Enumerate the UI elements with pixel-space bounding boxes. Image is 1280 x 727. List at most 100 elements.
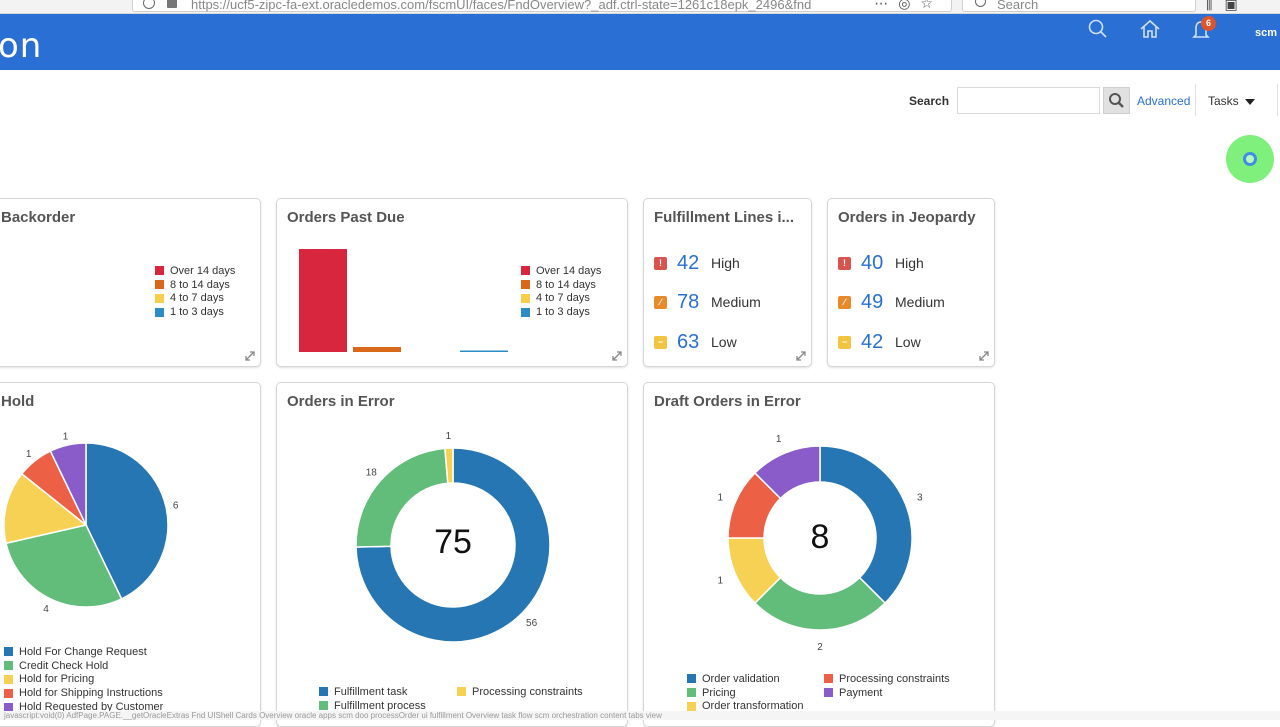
search-icon <box>975 0 986 7</box>
legend-label: Order transformation <box>702 700 804 713</box>
legend-swatch <box>521 266 530 276</box>
card-title: Fulfillment Lines i... <box>654 209 795 226</box>
pie-slice[interactable] <box>85 442 169 600</box>
notification-badge[interactable]: 6 <box>1201 16 1216 31</box>
pie-slice[interactable] <box>819 445 913 605</box>
card-title: Backorder <box>1 209 76 226</box>
legend-item: 8 to 14 days <box>521 278 601 292</box>
home-icon[interactable] <box>1139 18 1161 40</box>
card-title: Orders Past Due <box>287 209 405 226</box>
divider <box>1195 84 1196 116</box>
page-actions-icons[interactable]: ⋯◎☆ <box>874 0 943 11</box>
tracking-shield-icon[interactable] <box>143 0 155 9</box>
user-menu[interactable]: scm <box>1255 27 1278 39</box>
low-severity-icon: − <box>654 335 667 349</box>
legend-swatch <box>4 688 13 698</box>
legend-label: Order validation <box>702 672 780 685</box>
legend-swatch <box>687 674 696 684</box>
severity-label: Low <box>895 334 921 350</box>
library-icon[interactable]: ⫼▣ <box>1206 0 1250 12</box>
severity-row-high[interactable]: ! 40 High <box>838 251 924 275</box>
severity-label: High <box>711 255 740 271</box>
legend-swatch <box>4 702 13 712</box>
advanced-search-link[interactable]: Advanced <box>1137 94 1191 108</box>
legend-label: Hold Requested by Customer <box>19 701 164 714</box>
bar[interactable] <box>299 249 347 352</box>
expand-icon[interactable] <box>611 350 623 362</box>
legend-label: 8 to 14 days <box>170 278 230 291</box>
legend-item: Hold for Pricing <box>4 673 163 687</box>
status-bar: javascript:void(0) AdfPage.PAGE.__getOra… <box>0 711 1280 720</box>
legend-label: Hold For Change Request <box>19 645 147 658</box>
pie-slice[interactable] <box>753 445 821 500</box>
legend-item: 4 to 7 days <box>155 292 235 306</box>
pie-slice[interactable] <box>444 447 454 485</box>
severity-count[interactable]: 42 <box>677 251 700 274</box>
tasks-menu-button[interactable]: Tasks <box>1208 94 1255 108</box>
legend-swatch <box>155 293 164 303</box>
data-label: 56 <box>526 618 538 629</box>
legend-label: Fulfillment task <box>334 685 408 698</box>
legend-item: 1 to 3 days <box>521 305 601 319</box>
legend-item: Fulfillment process <box>319 699 619 713</box>
severity-count[interactable]: 49 <box>861 290 884 313</box>
legend-label: Payment <box>839 686 883 699</box>
severity-row-high[interactable]: ! 42 High <box>654 251 740 275</box>
severity-row-low[interactable]: − 42 Low <box>838 330 921 354</box>
legend-swatch <box>687 688 696 698</box>
severity-row-low[interactable]: − 63 Low <box>654 330 737 354</box>
data-label: 1 <box>26 449 32 460</box>
legend-label: Processing constraints <box>839 672 950 685</box>
legend-swatch <box>155 307 164 317</box>
legend-swatch <box>319 687 328 697</box>
legend-label: Hold for Pricing <box>19 673 95 686</box>
cursor-indicator-icon <box>1243 152 1257 166</box>
browser-search-box[interactable]: Search <box>962 0 1196 12</box>
orders-in-jeopardy-card: Orders in Jeopardy ! 40 High ⁄ 49 Medium… <box>827 198 995 367</box>
severity-count[interactable]: 63 <box>677 330 700 353</box>
draft-orders-in-error-card: Draft Orders in Error 3 2 1 1 1 8 Order vali… <box>643 382 995 727</box>
pie-slice[interactable] <box>49 442 87 526</box>
legend-label: 8 to 14 days <box>536 278 596 291</box>
expand-icon[interactable] <box>795 350 807 362</box>
legend-swatch <box>521 307 530 317</box>
severity-row-medium[interactable]: ⁄ 78 Medium <box>654 290 761 314</box>
card-title: Orders in Error <box>287 393 395 410</box>
legend-item: Processing constraints <box>457 685 583 699</box>
pie-slice[interactable] <box>355 447 551 643</box>
data-label: 1 <box>717 493 723 504</box>
bar[interactable] <box>353 346 401 352</box>
legend-row: Pricing Payment <box>687 686 987 700</box>
severity-label: High <box>895 255 924 271</box>
chevron-down-icon <box>1244 98 1255 105</box>
search-input[interactable] <box>957 87 1100 114</box>
floating-action-button[interactable] <box>1226 135 1274 183</box>
severity-count[interactable]: 42 <box>861 330 884 353</box>
expand-icon[interactable] <box>978 350 990 362</box>
backorder-card: Backorder Over 14 days 8 to 14 days 4 to… <box>0 198 261 367</box>
pie-slice[interactable] <box>3 472 88 545</box>
legend-label: Hold for Shipping Instructions <box>19 687 163 700</box>
legend-item: Fulfillment task <box>319 685 457 699</box>
legend-item: Payment <box>824 686 882 700</box>
severity-count[interactable]: 40 <box>861 251 884 274</box>
bar[interactable] <box>460 350 508 353</box>
pie-slice[interactable] <box>5 524 123 608</box>
severity-count[interactable]: 78 <box>677 290 700 313</box>
hold-card: Hold 6 4 1 1 Hold For Change Request Credit… <box>0 382 261 727</box>
url-text[interactable]: https://ucf5-zipc-fa-ext.oracledemos.com… <box>191 0 812 12</box>
search-icon[interactable] <box>1087 18 1109 40</box>
pie-slice[interactable] <box>753 576 887 631</box>
legend-swatch <box>521 293 530 303</box>
data-label: 3 <box>917 493 923 504</box>
severity-row-medium[interactable]: ⁄ 49 Medium <box>838 290 945 314</box>
expand-icon[interactable] <box>244 350 256 362</box>
legend-label: Processing constraints <box>472 685 583 698</box>
address-bar[interactable]: https://ucf5-zipc-fa-ext.oracledemos.com… <box>132 0 952 12</box>
legend-label: Credit Check Hold <box>19 659 109 672</box>
draft-orders-donut-chart: 3 2 1 1 1 <box>717 434 923 653</box>
lock-icon[interactable] <box>167 0 177 8</box>
hold-legend: Hold For Change Request Credit Check Hol… <box>4 645 163 714</box>
card-title: Orders in Jeopardy <box>838 209 976 226</box>
search-button[interactable] <box>1103 87 1130 114</box>
